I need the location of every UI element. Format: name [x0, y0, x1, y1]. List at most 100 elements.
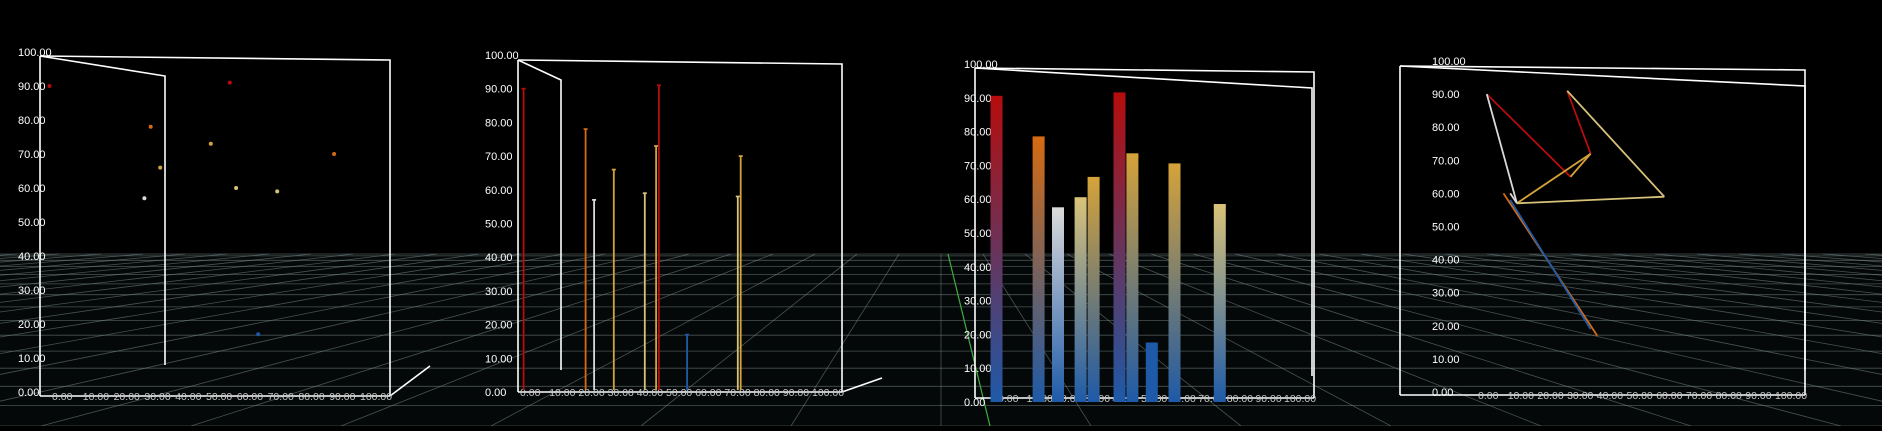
- y-tick-label: 30.00: [485, 286, 513, 298]
- floor-grid-col: [0, 253, 480, 324]
- y-tick-label: 70.00: [964, 160, 992, 172]
- line-segment: [1516, 195, 1665, 205]
- floor-grid-col: [340, 253, 774, 427]
- line-segment: [1516, 152, 1592, 205]
- y-tick-label: 10.00: [1432, 354, 1460, 366]
- x-tick-label: 70.00: [268, 391, 294, 403]
- y-tick-label: 40.00: [18, 251, 46, 263]
- scatter-point: [208, 141, 213, 146]
- x-tick-label: 50.00: [206, 391, 232, 403]
- x-tick-label: 90.00: [783, 387, 809, 399]
- gradient-bar: [1113, 94, 1126, 403]
- line-segment: [1486, 93, 1572, 178]
- y-tick-label: 0.00: [18, 387, 39, 399]
- gradient-bar-cap: [1087, 176, 1100, 180]
- line-segment: [1509, 199, 1592, 330]
- floor-grid-col: [1108, 253, 1542, 427]
- line-segment: [1485, 93, 1518, 204]
- x-tick-label: 60.00: [695, 387, 721, 399]
- floor-grid-col: [1360, 253, 1882, 338]
- y-tick-label: 10.00: [485, 353, 513, 365]
- y-tick-label: 20.00: [964, 329, 992, 341]
- line-segment: [1566, 90, 1665, 198]
- scatter-point: [256, 332, 261, 337]
- y-tick-label: 70.00: [485, 151, 513, 163]
- y-tick-label: 40.00: [485, 252, 513, 264]
- chart-panels: 0.0010.0020.0030.0040.0050.0060.0070.008…: [18, 47, 1807, 409]
- y-tick-label: 80.00: [1432, 122, 1460, 134]
- x-tick-label: 100.00: [1284, 393, 1316, 405]
- floor-grid-col: [1402, 253, 1882, 324]
- y-tick-label: 100.00: [485, 50, 519, 62]
- floor-grid-col: [1486, 253, 1882, 303]
- y-tick-label: 0.00: [964, 397, 985, 409]
- y-tick-label: 30.00: [18, 285, 46, 297]
- gradient-bar-cap: [990, 95, 1003, 99]
- floor-grid: [0, 253, 1882, 427]
- gradient-bar: [1032, 138, 1045, 402]
- y-tick-label: 80.00: [964, 127, 992, 139]
- x-tick-label: 90.00: [329, 391, 355, 403]
- y-tick-label: 60.00: [485, 185, 513, 197]
- scatter-point: [227, 80, 232, 85]
- scatter-point: [148, 124, 153, 129]
- y-tick-label: 10.00: [18, 353, 46, 365]
- gradient-bar-cap: [1113, 92, 1126, 96]
- floor-grid-col: [1570, 253, 1882, 288]
- gradient-bar: [1074, 199, 1087, 402]
- frame-floor-edge: [389, 365, 431, 397]
- y-tick-label: 60.00: [18, 183, 46, 195]
- floor-grid-col: [0, 253, 606, 375]
- floor-grid-col: [0, 253, 522, 338]
- frame-back-edge: [974, 67, 1315, 398]
- y-tick-label: 40.00: [964, 262, 992, 274]
- y-tick-label: 0.00: [1432, 387, 1453, 399]
- x-tick-label: 0.00: [1478, 390, 1499, 402]
- chart-panel-gradient-bar-3d: 0.00 10.00 20.00 30.00 40.00 50.00 60.00 70.00 8…: [964, 59, 1316, 409]
- floor-grid-col: [0, 253, 396, 303]
- gradient-bar-cap: [1032, 136, 1045, 140]
- x-tick-label: 40.00: [1597, 390, 1623, 402]
- gradient-bar-cap: [1213, 204, 1226, 207]
- frame-front-edge: [39, 55, 166, 365]
- x-tick-label: 80.00: [1227, 393, 1253, 405]
- x-tick-label: 10.00: [1508, 390, 1534, 402]
- floor-grid-col: [0, 253, 564, 355]
- chart-panel-scatter-3d: 0.00 10.00 20.00 30.00 40.00 50.00 60.00 70.00 8…: [18, 47, 431, 403]
- y-tick-label: 60.00: [1432, 188, 1460, 200]
- y-tick-label: 90.00: [964, 93, 992, 105]
- x-tick-label: 80.00: [754, 387, 780, 399]
- x-tick-label: 30.00: [1567, 390, 1593, 402]
- scatter-point: [275, 189, 280, 194]
- gradient-bar-cap: [1168, 163, 1181, 167]
- x-tick-label: 0.00: [998, 393, 1019, 405]
- y-tick-label: 30.00: [1432, 288, 1460, 300]
- floor-grid-col: [40, 253, 690, 427]
- gradient-bar: [1087, 178, 1100, 402]
- floor-grid-col: [1234, 253, 1882, 402]
- gradient-bar: [1126, 155, 1139, 402]
- floor-grid-col: [0, 253, 438, 313]
- y-tick-label: 80.00: [18, 115, 46, 127]
- y-tick-label: 70.00: [1432, 155, 1460, 167]
- x-tick-label: 20.00: [114, 391, 140, 403]
- x-tick-label: 20.00: [578, 387, 604, 399]
- y-tick-label: 50.00: [485, 219, 513, 231]
- line-segment: [1566, 90, 1592, 155]
- gradient-bar: [1213, 206, 1226, 402]
- floor-grid-col: [0, 253, 312, 288]
- floor-grid-col: [190, 253, 732, 427]
- frame-back-edge: [39, 55, 391, 396]
- floor-grid-col: [1528, 253, 1882, 295]
- x-tick-label: 10.00: [549, 387, 575, 399]
- y-tick-label: 40.00: [1432, 255, 1460, 267]
- x-tick-label: 30.00: [144, 391, 170, 403]
- scatter-point: [158, 165, 163, 170]
- gradient-bar: [1168, 165, 1181, 402]
- scatter-point: [142, 196, 147, 201]
- floor-grid-col: [640, 253, 858, 427]
- y-tick-label: 70.00: [18, 149, 46, 161]
- y-tick-label: 0.00: [485, 387, 506, 399]
- y-tick-label: 90.00: [18, 81, 46, 93]
